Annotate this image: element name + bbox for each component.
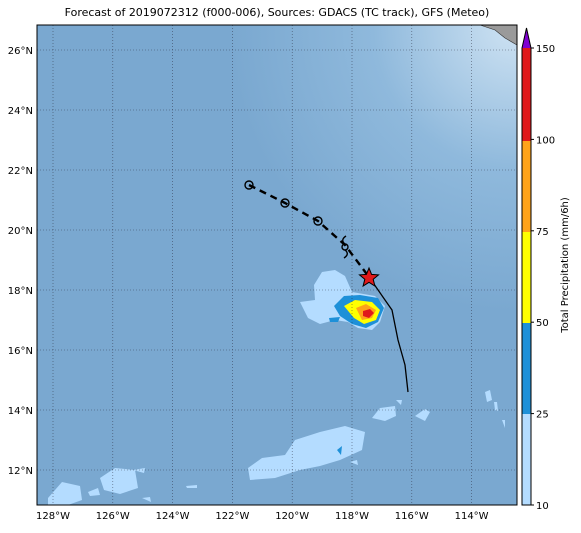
storm-symbol: [341, 235, 349, 259]
lon-label: 120°W: [275, 511, 309, 522]
lat-label: 26°N: [8, 46, 33, 57]
forecast-track: [248, 183, 370, 278]
colorbar-tick-label: 25: [536, 410, 549, 421]
track-points: [244, 180, 323, 226]
lon-label: 116°W: [395, 511, 429, 522]
colorbar-tick-label: 10: [536, 501, 549, 512]
map-area: [37, 25, 517, 505]
colorbar-tick-label: 100: [536, 135, 555, 146]
lon-label: 122°W: [215, 511, 249, 522]
lon-label: 114°W: [455, 511, 489, 522]
colorbar: [521, 27, 532, 506]
precip-25b: [329, 317, 340, 322]
lon-label: 118°W: [335, 511, 369, 522]
colorbar-tick-label: 150: [536, 44, 555, 55]
lon-label: 128°W: [36, 511, 70, 522]
colorbar-tick-label: 75: [536, 227, 549, 238]
lat-label: 18°N: [8, 286, 33, 297]
current-position: [358, 266, 380, 288]
past-track: [368, 276, 409, 393]
lat-label: 22°N: [8, 166, 33, 177]
lon-label: 126°W: [96, 511, 130, 522]
precip-100: [363, 309, 374, 318]
lat-label: 16°N: [8, 346, 33, 357]
precip-25c: [337, 446, 342, 455]
land: [479, 25, 517, 46]
title: Forecast of 2019072312 (f000-006), Sourc…: [65, 6, 490, 19]
lat-label: 20°N: [8, 226, 33, 237]
colorbar-tick-label: 50: [536, 318, 549, 329]
lat-label: 12°N: [8, 466, 33, 477]
lon-label: 124°W: [156, 511, 190, 522]
graticule: [37, 25, 517, 505]
lat-label: 14°N: [8, 406, 33, 417]
map-frame: [36, 24, 518, 506]
colorbar-label: Total Precipitation (mm/6h): [560, 197, 571, 334]
lat-label: 24°N: [8, 106, 33, 117]
